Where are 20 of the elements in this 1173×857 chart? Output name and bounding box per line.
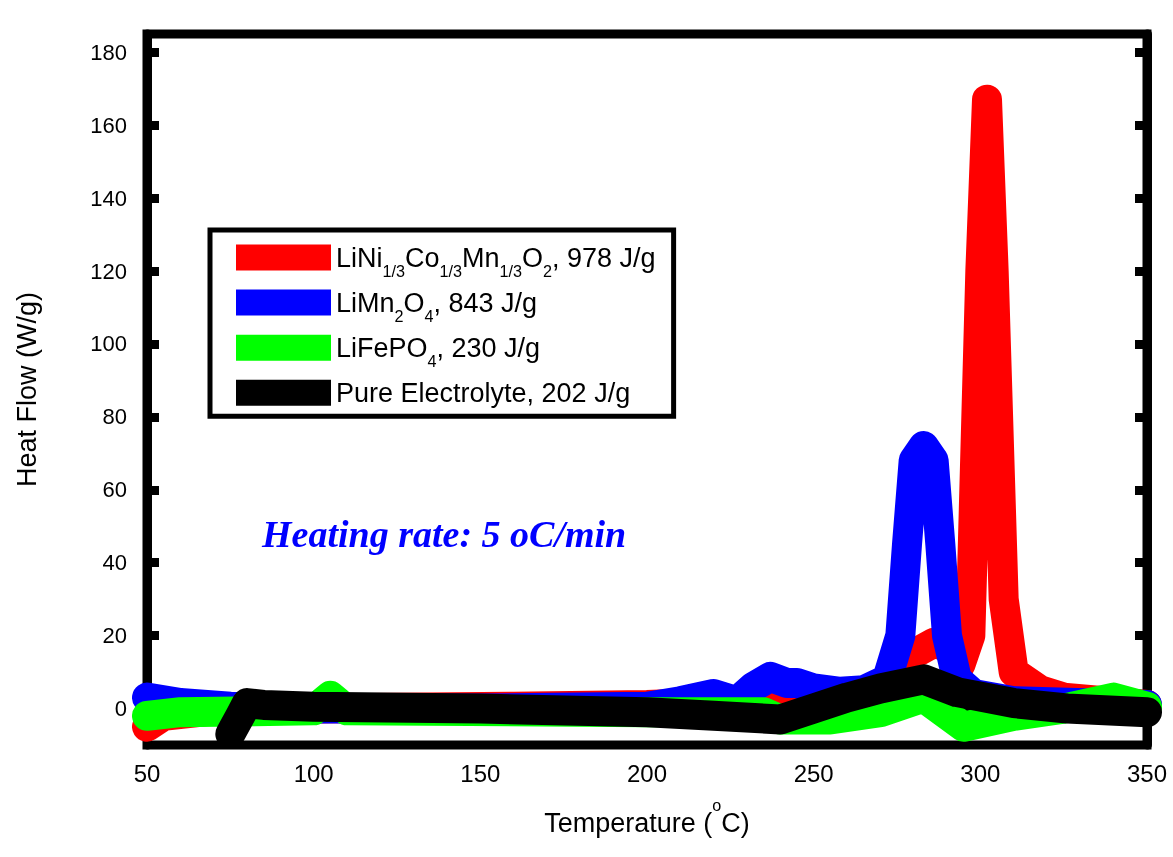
x-tick-label: 100 — [293, 759, 334, 787]
y-tick-label: 40 — [102, 550, 127, 576]
y-tick-label: 20 — [102, 623, 127, 649]
y-tick-label: 100 — [90, 331, 127, 357]
y-tick-label: 0 — [114, 696, 127, 722]
x-tick-label: 200 — [626, 759, 668, 787]
y-tick-label: 80 — [102, 404, 127, 430]
x-tick-label: 150 — [460, 759, 501, 787]
y-tick-label: 120 — [90, 258, 127, 284]
y-tick-label: 180 — [90, 39, 127, 65]
y-tick-label: 160 — [90, 112, 127, 138]
x-tick-label: 250 — [793, 759, 834, 787]
annotation: Heating rate: 5 oC/min — [261, 513, 627, 555]
x-tick-label: 350 — [1126, 759, 1168, 787]
x-tick-label: 300 — [960, 759, 1001, 787]
y-axis-title: Heat Flow (W/g) — [12, 291, 43, 488]
legend-label: Pure Electrolyte, 202 J/g — [336, 377, 631, 408]
x-tick-label: 50 — [133, 759, 161, 787]
y-tick-label: 60 — [102, 477, 127, 503]
y-tick-label: 140 — [90, 185, 127, 211]
